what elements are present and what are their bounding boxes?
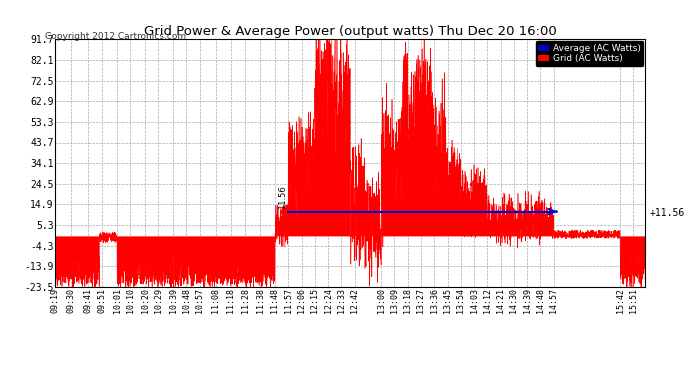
Title: Grid Power & Average Power (output watts) Thu Dec 20 16:00: Grid Power & Average Power (output watts…	[144, 25, 557, 38]
Legend: Average (AC Watts), Grid (AC Watts): Average (AC Watts), Grid (AC Watts)	[535, 41, 643, 66]
Text: Copyright 2012 Cartronics.com: Copyright 2012 Cartronics.com	[45, 32, 186, 41]
Text: 11.56: 11.56	[278, 186, 287, 209]
